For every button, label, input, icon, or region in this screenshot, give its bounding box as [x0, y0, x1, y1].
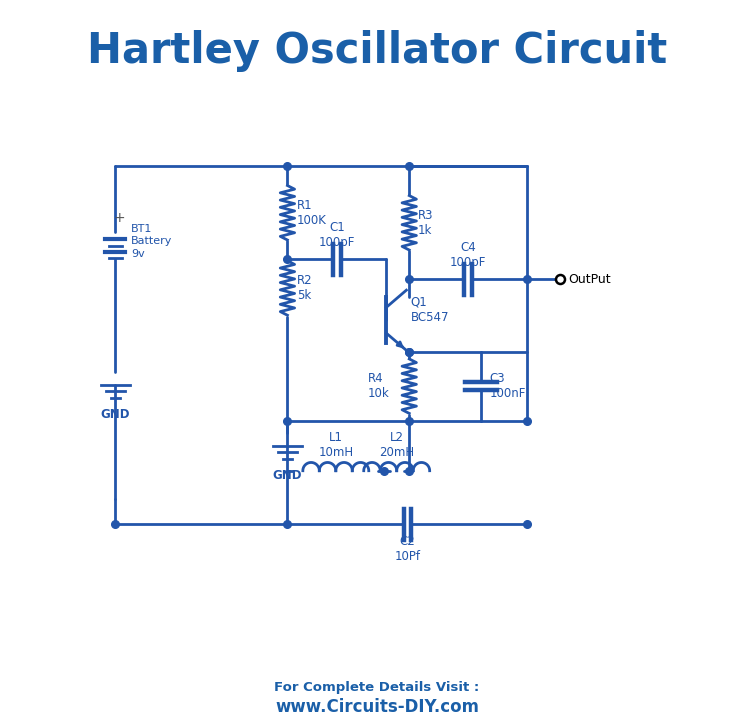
Text: L1
10mH: L1 10mH — [318, 431, 354, 459]
Text: BT1
Battery
9v: BT1 Battery 9v — [131, 224, 173, 258]
Text: GND: GND — [273, 469, 302, 482]
Text: +: + — [114, 211, 126, 225]
Text: R1
100K: R1 100K — [297, 199, 326, 227]
Text: C3
100nF: C3 100nF — [489, 372, 526, 400]
Text: C4
100pF: C4 100pF — [450, 241, 486, 269]
Text: C2
10Pf: C2 10Pf — [394, 535, 421, 563]
Text: R2
5k: R2 5k — [297, 274, 312, 302]
Text: OutPut: OutPut — [569, 273, 611, 286]
Text: R3
1k: R3 1k — [418, 209, 434, 237]
Text: L2
20mH: L2 20mH — [379, 431, 414, 459]
Text: For Complete Details Visit :: For Complete Details Visit : — [274, 681, 480, 694]
Text: C1
100pF: C1 100pF — [319, 221, 355, 249]
Text: GND: GND — [101, 408, 130, 420]
Text: Q1
BC547: Q1 BC547 — [411, 295, 449, 323]
Text: Hartley Oscillator Circuit: Hartley Oscillator Circuit — [87, 30, 667, 72]
Text: www.Circuits-DIY.com: www.Circuits-DIY.com — [275, 698, 479, 716]
Text: R4
10k: R4 10k — [368, 372, 389, 400]
